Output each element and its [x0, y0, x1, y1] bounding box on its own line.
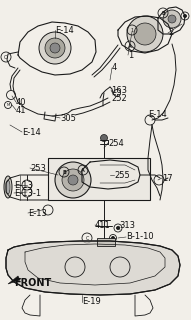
- Bar: [97, 238, 115, 246]
- Circle shape: [45, 38, 65, 58]
- Text: C: C: [85, 236, 89, 241]
- Text: E-14: E-14: [22, 127, 41, 137]
- Text: E-13-1: E-13-1: [14, 188, 41, 197]
- Polygon shape: [8, 276, 20, 284]
- Circle shape: [117, 227, 120, 229]
- Circle shape: [55, 162, 91, 198]
- Text: B: B: [62, 170, 66, 174]
- Circle shape: [100, 134, 108, 141]
- Circle shape: [39, 32, 71, 64]
- Circle shape: [184, 14, 186, 18]
- Text: 254: 254: [108, 139, 124, 148]
- Text: FRONT: FRONT: [14, 278, 51, 288]
- Text: 1: 1: [128, 51, 133, 60]
- Circle shape: [68, 175, 78, 185]
- Bar: [48, 158, 150, 200]
- Text: A: A: [81, 167, 85, 172]
- Text: B: B: [161, 11, 165, 15]
- Text: E-19: E-19: [82, 298, 101, 307]
- Text: B-1-10: B-1-10: [126, 231, 154, 241]
- Circle shape: [127, 16, 163, 52]
- Circle shape: [112, 236, 114, 239]
- Circle shape: [163, 10, 181, 28]
- Text: 255: 255: [114, 171, 130, 180]
- Text: 4: 4: [112, 62, 117, 71]
- Circle shape: [134, 23, 156, 45]
- Ellipse shape: [6, 180, 10, 194]
- Text: 1: 1: [130, 28, 134, 33]
- Text: 313: 313: [119, 220, 135, 229]
- Text: 17: 17: [162, 173, 173, 182]
- Polygon shape: [6, 241, 180, 295]
- Text: 411: 411: [95, 220, 111, 229]
- Text: 305: 305: [60, 114, 76, 123]
- Text: 41: 41: [16, 106, 27, 115]
- Text: E-14: E-14: [55, 26, 74, 35]
- Text: M: M: [6, 103, 10, 107]
- Text: 2: 2: [168, 28, 173, 36]
- Circle shape: [50, 43, 60, 53]
- Text: 253: 253: [30, 164, 46, 172]
- Text: 252: 252: [111, 93, 127, 102]
- Text: E-13: E-13: [14, 180, 33, 189]
- Text: E-13: E-13: [28, 209, 47, 218]
- Circle shape: [62, 169, 84, 191]
- Text: 40: 40: [16, 98, 27, 107]
- Text: E-14: E-14: [148, 109, 167, 118]
- Text: 163: 163: [111, 85, 127, 94]
- Ellipse shape: [4, 176, 12, 198]
- Text: A: A: [128, 44, 132, 49]
- Text: O: O: [4, 54, 8, 60]
- Circle shape: [168, 15, 176, 23]
